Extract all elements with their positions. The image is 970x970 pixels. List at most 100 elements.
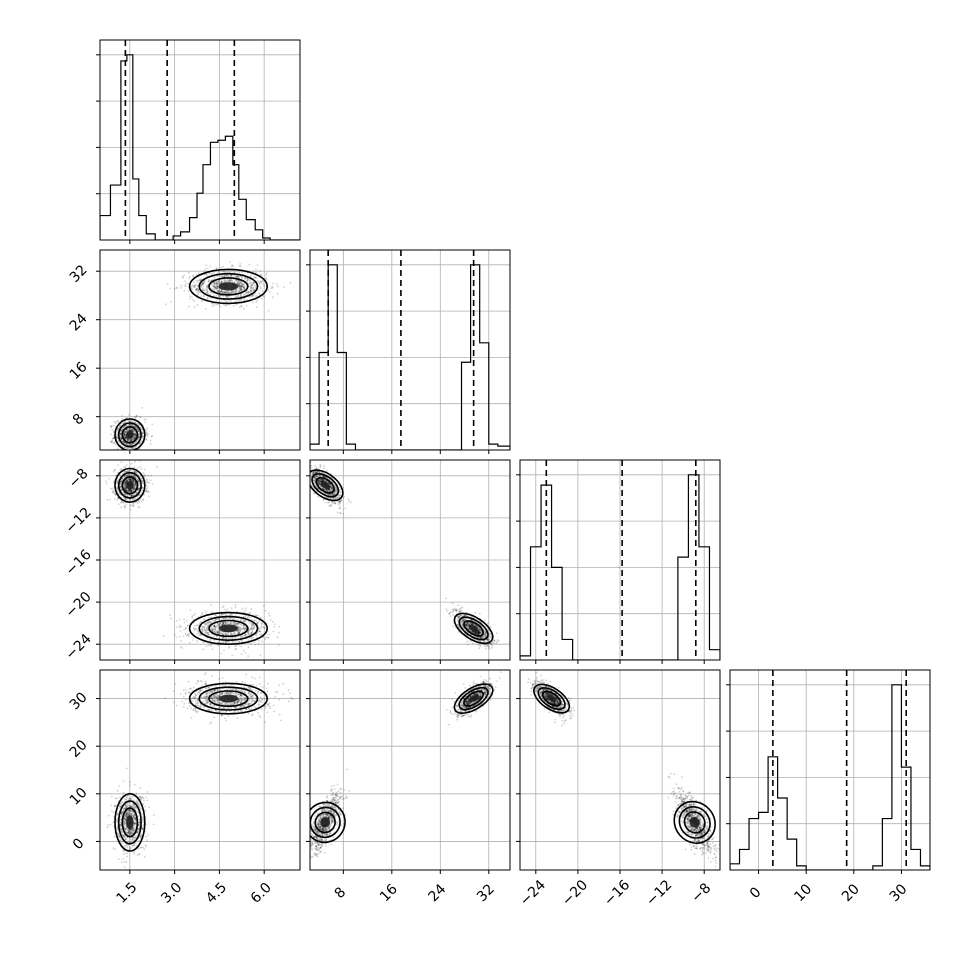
sample-point <box>250 290 253 293</box>
sample-point <box>128 479 131 481</box>
sample-point <box>129 456 131 458</box>
sample-point <box>238 626 241 629</box>
sample-point <box>488 647 491 650</box>
sample-point <box>241 271 244 273</box>
sample-point <box>137 478 139 481</box>
sample-point <box>123 434 126 437</box>
sample-point <box>239 287 242 290</box>
sample-point <box>119 474 122 477</box>
sample-point <box>263 626 266 629</box>
sample-point <box>250 286 253 289</box>
sample-point <box>126 443 128 446</box>
sample-point <box>189 295 192 298</box>
sample-point <box>203 294 205 297</box>
sample-point <box>321 480 324 482</box>
sample-point <box>215 282 218 285</box>
sample-point <box>131 442 134 445</box>
sample-point <box>213 272 215 274</box>
sample-point <box>334 502 336 504</box>
sample-point <box>126 480 129 482</box>
sample-point <box>237 285 240 288</box>
sample-point <box>215 287 218 289</box>
sample-point <box>132 430 135 433</box>
sample-point <box>139 458 141 460</box>
sample-point <box>129 479 132 482</box>
sample-point <box>129 428 132 430</box>
sample-point <box>136 428 139 430</box>
sample-point <box>202 287 204 289</box>
sample-point <box>124 466 126 468</box>
sample-point <box>142 435 144 437</box>
sample-point <box>213 625 215 628</box>
sample-point <box>327 481 329 484</box>
sample-point <box>235 303 238 306</box>
sample-point <box>231 280 234 282</box>
sample-point <box>205 622 208 625</box>
sample-point <box>317 483 320 486</box>
sample-point <box>329 497 332 500</box>
sample-point <box>124 442 126 445</box>
sample-point <box>124 485 127 487</box>
sample-point <box>125 436 128 439</box>
sample-point <box>222 622 225 625</box>
sample-point <box>134 432 137 435</box>
sample-point <box>243 285 246 288</box>
sample-point <box>243 287 246 290</box>
sample-point <box>187 633 189 635</box>
sample-point <box>314 475 316 478</box>
sample-point <box>117 420 120 423</box>
sample-point <box>203 270 206 272</box>
sample-point <box>318 481 320 484</box>
sample-point <box>218 270 220 273</box>
sample-point <box>121 491 124 494</box>
sample-point <box>276 636 279 639</box>
sample-point <box>202 289 205 292</box>
sample-point <box>220 275 222 277</box>
sample-point <box>259 630 262 633</box>
sample-point <box>331 501 334 504</box>
sample-point <box>210 628 213 631</box>
sample-point <box>321 478 323 481</box>
sample-point <box>479 631 481 634</box>
sample-point <box>258 282 261 284</box>
sample-point <box>192 639 195 641</box>
sample-point <box>118 492 121 495</box>
sample-point <box>240 645 243 648</box>
sample-point <box>137 488 140 491</box>
sample-point <box>124 438 127 440</box>
sample-point <box>335 488 338 491</box>
sample-point <box>134 432 137 435</box>
sample-point <box>237 629 240 632</box>
sample-point <box>228 279 231 281</box>
sample-point <box>180 625 183 628</box>
sample-point <box>306 474 308 476</box>
sample-point <box>203 628 206 631</box>
sample-point <box>126 428 128 431</box>
sample-points <box>306 461 500 650</box>
sample-point <box>133 425 136 428</box>
sample-point <box>205 645 208 648</box>
sample-point <box>251 630 254 633</box>
sample-point <box>127 469 129 472</box>
sample-point <box>247 291 250 294</box>
sample-point <box>336 489 338 492</box>
sample-point <box>180 287 182 289</box>
sample-point <box>129 504 132 507</box>
sample-point <box>234 275 237 278</box>
sample-point <box>208 621 210 624</box>
sample-point <box>139 416 142 419</box>
sample-point <box>336 497 339 499</box>
sample-point <box>255 301 258 304</box>
sample-point <box>213 625 216 627</box>
sample-point <box>237 626 240 628</box>
sample-point <box>336 511 339 514</box>
sample-point <box>465 622 468 625</box>
sample-point <box>239 290 241 293</box>
sample-point <box>119 485 122 488</box>
sample-point <box>141 406 144 409</box>
sample-point <box>142 451 144 453</box>
sample-point <box>124 488 126 491</box>
sample-point <box>123 441 126 443</box>
sample-point <box>130 490 132 493</box>
sample-point <box>128 438 131 441</box>
